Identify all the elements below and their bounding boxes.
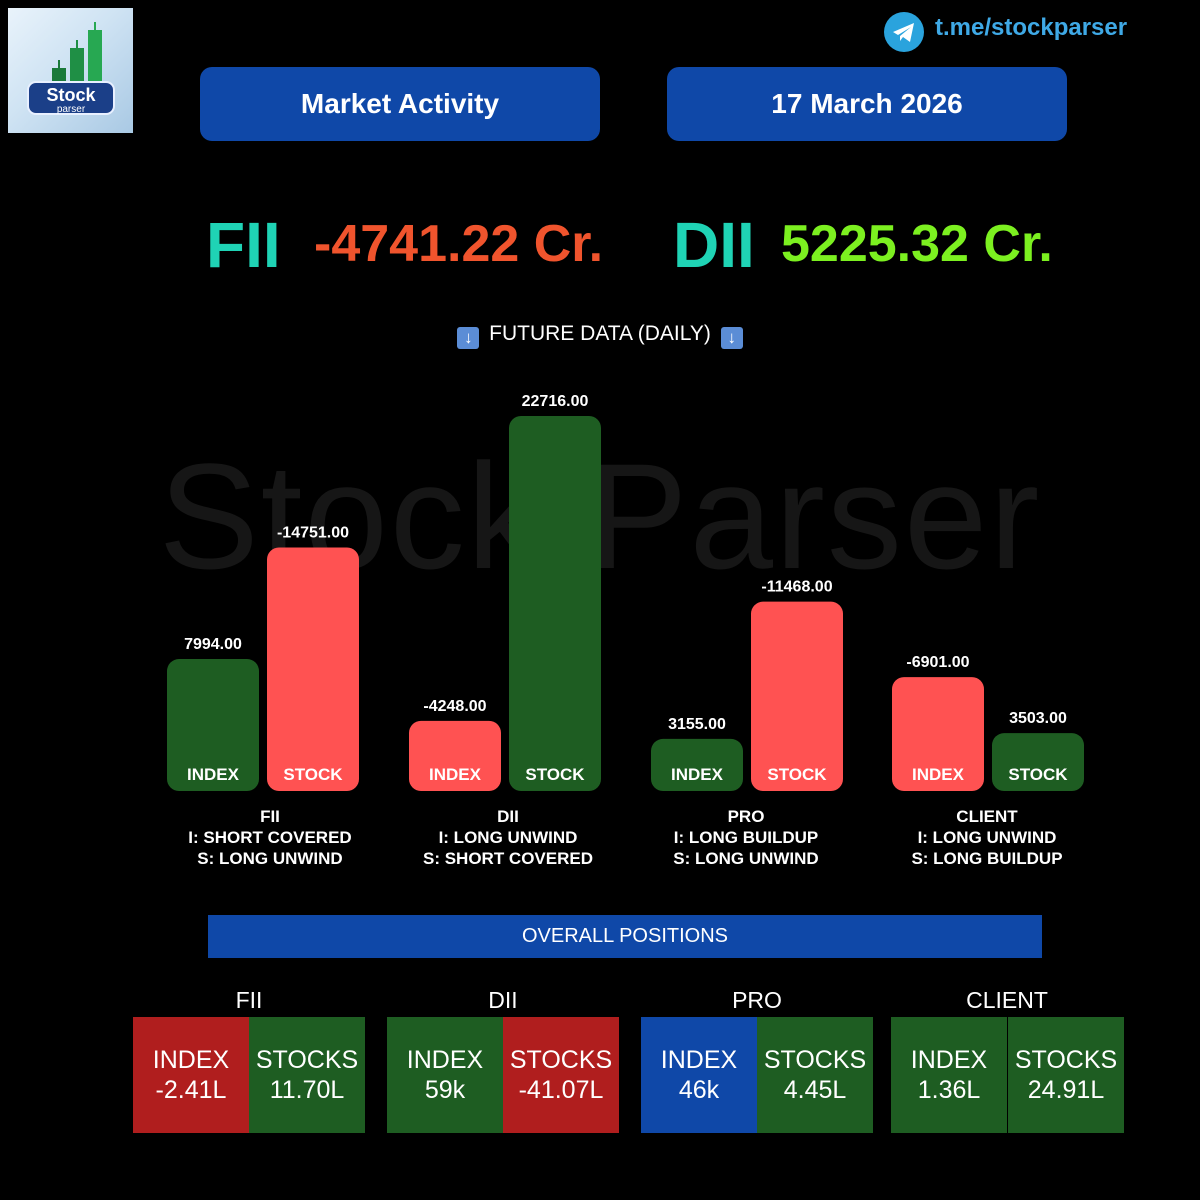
bar-value-label: -4248.00	[423, 698, 486, 715]
bar-value-label: 3155.00	[668, 716, 726, 733]
group-label-fii: FII I: SHORT COVERED S: LONG UNWIND	[140, 806, 400, 869]
down-arrow-icon: ↓	[457, 327, 480, 349]
bar-fii-stock	[267, 547, 359, 791]
group-name: PRO	[727, 807, 765, 826]
fii-label: FII	[206, 209, 281, 281]
cell-label: STOCKS	[763, 1046, 867, 1074]
group-stock-note: S: LONG UNWIND	[673, 849, 819, 868]
cell-value: 1.36L	[917, 1076, 981, 1104]
bar-value-label: -11468.00	[761, 579, 832, 596]
bar-category-label: STOCK	[525, 765, 585, 784]
overall-title-pro: PRO	[732, 987, 782, 1013]
bar-category-label: STOCK	[767, 765, 827, 784]
bar-category-label: STOCK	[283, 765, 343, 784]
dii-label: DII	[673, 209, 755, 281]
group-index-note: I: SHORT COVERED	[188, 828, 352, 847]
cell-value: 59k	[424, 1076, 466, 1104]
overall-positions-banner: OVERALL POSITIONS	[208, 915, 1042, 958]
pro-index-cell: INDEX 46k	[641, 1017, 757, 1133]
telegram-icon[interactable]	[884, 12, 924, 52]
future-data-title: ↓ FUTURE DATA (DAILY) ↓	[0, 322, 1200, 349]
date-pill: 17 March 2026	[667, 67, 1067, 141]
logo-text-parser: parser	[57, 104, 86, 115]
logo-text-stock: Stock	[46, 85, 96, 105]
bar-category-label: INDEX	[187, 765, 240, 784]
bar-category-label: INDEX	[671, 765, 724, 784]
stockparser-logo: Stock parser	[8, 8, 133, 133]
group-name: DII	[497, 807, 519, 826]
bar-value-label: 7994.00	[184, 636, 242, 653]
group-name: CLIENT	[956, 807, 1018, 826]
cell-value: 4.45L	[783, 1076, 847, 1104]
group-stock-note: S: LONG UNWIND	[197, 849, 343, 868]
pro-stocks-cell: STOCKS 4.45L	[757, 1017, 873, 1133]
cell-label: STOCKS	[255, 1046, 359, 1074]
fii-stocks-cell: STOCKS 11.70L	[249, 1017, 365, 1133]
cell-label: INDEX	[910, 1046, 988, 1074]
dii-cash-value: 5225.32 Cr.	[781, 215, 1053, 273]
cell-label: INDEX	[152, 1046, 230, 1074]
bar-pro-stock	[751, 601, 843, 791]
bar-category-label: INDEX	[912, 765, 965, 784]
cell-label: STOCKS	[509, 1046, 613, 1074]
dii-stocks-cell: STOCKS -41.07L	[503, 1017, 619, 1133]
overall-title-fii: FII	[235, 987, 263, 1013]
cell-value: 24.91L	[1027, 1076, 1105, 1104]
cell-value: 11.70L	[269, 1076, 345, 1104]
bar-category-label: STOCK	[1008, 765, 1068, 784]
group-label-dii: DII I: LONG UNWIND S: SHORT COVERED	[378, 806, 638, 869]
client-stocks-cell: STOCKS 24.91L	[1008, 1017, 1124, 1133]
cell-value: 46k	[678, 1076, 720, 1104]
cell-label: INDEX	[406, 1046, 484, 1074]
telegram-link[interactable]: t.me/stockparser	[935, 14, 1128, 41]
bar-value-label: 22716.00	[522, 393, 589, 410]
bar-dii-stock	[509, 416, 601, 791]
client-index-cell: INDEX 1.36L	[891, 1017, 1007, 1133]
fii-index-cell: INDEX -2.41L	[133, 1017, 249, 1133]
bar-client-index	[892, 677, 984, 791]
bar-value-label: 3503.00	[1009, 710, 1067, 727]
bar-pro-index	[651, 738, 743, 791]
bar-category-label: INDEX	[429, 765, 482, 784]
overall-title-client: CLIENT	[966, 987, 1048, 1013]
bar-client-stock	[992, 733, 1084, 791]
group-index-note: I: LONG UNWIND	[917, 828, 1057, 847]
group-stock-note: S: SHORT COVERED	[422, 849, 594, 868]
group-name: FII	[260, 807, 280, 826]
down-arrow-icon: ↓	[720, 327, 743, 349]
fii-cash-value: -4741.22 Cr.	[314, 215, 604, 273]
group-stock-note: S: LONG BUILDUP	[911, 849, 1063, 868]
cell-value: -41.07L	[518, 1076, 604, 1104]
future-data-chart: 7994.00 INDEX -14751.00 STOCK -4248.00 INDEX 2…	[167, 393, 1084, 791]
group-label-pro: PRO I: LONG BUILDUP S: LONG UNWIND	[616, 806, 876, 869]
bar-value-label: -6901.00	[906, 654, 969, 671]
cell-value: -2.41L	[155, 1076, 227, 1104]
overall-title-dii: DII	[488, 987, 518, 1013]
cell-label: STOCKS	[1014, 1046, 1118, 1074]
group-index-note: I: LONG BUILDUP	[673, 828, 819, 847]
title-pill: Market Activity	[200, 67, 600, 141]
bar-dii-index	[409, 720, 501, 791]
dii-index-cell: INDEX 59k	[387, 1017, 503, 1133]
group-index-note: I: LONG UNWIND	[438, 828, 578, 847]
future-data-title-text: FUTURE DATA (DAILY)	[489, 322, 711, 345]
bar-fii-index	[167, 659, 259, 791]
bar-value-label: -14751.00	[277, 524, 349, 541]
group-label-client: CLIENT I: LONG UNWIND S: LONG BUILDUP	[857, 806, 1117, 869]
cell-label: INDEX	[660, 1046, 738, 1074]
